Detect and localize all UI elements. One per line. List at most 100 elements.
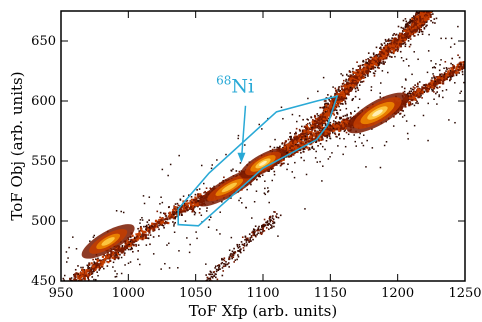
density-dot — [377, 64, 379, 67]
density-dot — [423, 8, 425, 10]
density-core — [190, 198, 193, 201]
density-dot — [359, 81, 362, 83]
density-dot — [287, 138, 290, 141]
density-dot — [379, 47, 381, 50]
density-dot — [235, 170, 238, 172]
density-dot — [129, 248, 132, 251]
density-core — [433, 81, 436, 85]
density-dot — [432, 9, 434, 11]
density-dot — [389, 55, 391, 58]
density-core — [411, 96, 414, 99]
density-dot — [345, 80, 347, 82]
density-dot — [433, 18, 436, 20]
density-dot — [412, 15, 415, 17]
density-dot — [409, 18, 412, 21]
density-dot — [135, 243, 137, 246]
density-core — [74, 276, 77, 279]
density-core — [385, 57, 388, 60]
density-dot — [332, 97, 335, 100]
density-core — [101, 255, 105, 258]
density-dot — [425, 9, 427, 11]
density-dot — [410, 87, 412, 90]
density-dot — [159, 216, 161, 219]
density-core — [127, 245, 131, 248]
density-dot — [193, 213, 196, 216]
density-dot — [413, 18, 416, 20]
density-dot — [380, 62, 383, 64]
heat-layer — [62, 3, 465, 288]
density-dot — [97, 257, 99, 260]
density-dot — [93, 261, 95, 263]
density-core — [113, 257, 116, 261]
density-dot — [81, 282, 83, 284]
density-dot — [101, 266, 104, 268]
density-core — [163, 218, 166, 221]
density-dot — [199, 208, 201, 210]
density-core — [411, 92, 415, 95]
density-core — [301, 144, 304, 147]
density-dot — [406, 22, 409, 25]
density-dot — [147, 234, 149, 236]
density-dot — [424, 85, 427, 87]
density-core — [107, 261, 110, 264]
density-dot — [344, 114, 347, 117]
density-dot — [308, 122, 311, 124]
density-core — [427, 8, 429, 10]
density-dot — [335, 135, 337, 138]
density-dot — [329, 121, 332, 124]
density-dot — [289, 132, 292, 134]
density-core — [324, 134, 327, 138]
density-dot — [362, 63, 364, 66]
density-core — [78, 277, 82, 281]
density-dot — [290, 136, 292, 139]
density-core — [314, 129, 317, 132]
density-core — [69, 283, 71, 285]
density-dot — [339, 121, 341, 124]
density-dot — [412, 86, 415, 88]
density-dot — [293, 138, 296, 140]
density-dot — [364, 74, 367, 76]
density-dot — [148, 219, 150, 222]
density-core — [421, 91, 424, 94]
density-core — [89, 269, 92, 273]
density-core — [84, 274, 87, 277]
density-core — [299, 140, 302, 143]
density-core — [303, 125, 306, 128]
density-core — [429, 11, 432, 14]
density-dot — [332, 120, 335, 122]
density-dot — [458, 56, 461, 59]
density-dot — [143, 225, 145, 228]
density-dot — [75, 286, 77, 288]
density-core — [76, 285, 78, 287]
density-dot — [426, 3, 428, 5]
density-core — [429, 84, 432, 88]
density-core — [353, 71, 356, 74]
density-core — [181, 210, 184, 213]
density-dot — [334, 93, 337, 96]
density-dot — [383, 42, 386, 44]
density-dot — [414, 84, 416, 86]
density-dot — [315, 140, 318, 142]
density-core — [344, 124, 347, 128]
density-core — [310, 135, 313, 138]
density-core — [379, 59, 382, 62]
density-dot — [354, 95, 357, 98]
density-dot — [411, 88, 414, 91]
density-dot — [287, 151, 289, 154]
density-core — [296, 140, 299, 143]
density-core — [345, 121, 348, 124]
density-dot — [326, 106, 329, 108]
density-dot — [351, 99, 354, 102]
density-core — [297, 139, 300, 143]
density-core — [302, 135, 305, 138]
density-dot — [407, 40, 410, 42]
density-dot — [92, 258, 94, 261]
density-core — [315, 136, 318, 139]
density-core — [342, 98, 345, 101]
density-core — [136, 238, 139, 241]
density-core — [124, 245, 127, 249]
density-core — [343, 121, 346, 124]
density-core — [310, 124, 313, 127]
density-dot — [409, 21, 411, 24]
density-dot — [73, 278, 75, 281]
